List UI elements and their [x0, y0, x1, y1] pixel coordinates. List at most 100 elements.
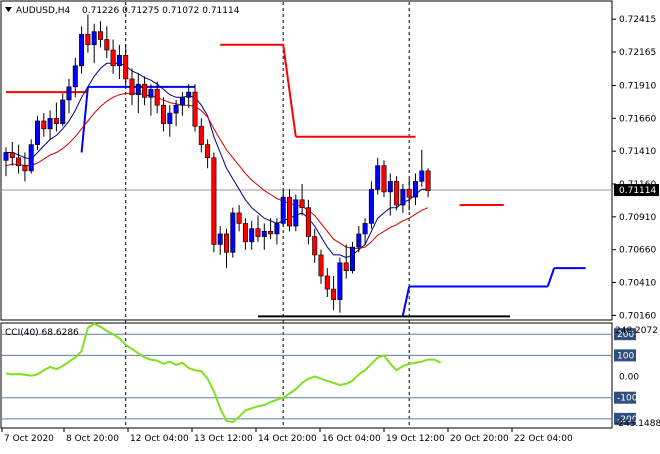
candle: [299, 184, 305, 216]
candle: [161, 97, 167, 132]
candle: [66, 78, 72, 114]
candle-body: [286, 196, 292, 227]
cci-level-badge: [614, 412, 636, 425]
candle: [255, 215, 261, 242]
candle-body: [98, 31, 104, 40]
candle: [280, 189, 286, 227]
candle: [142, 76, 148, 106]
candle-body: [60, 99, 66, 124]
candle: [318, 249, 324, 284]
candle: [22, 152, 28, 182]
candle: [312, 228, 318, 263]
candle-body: [394, 181, 400, 206]
candle: [286, 189, 292, 232]
candle-body: [167, 112, 173, 124]
stop-up-connector: [401, 286, 411, 316]
candle-body: [47, 118, 53, 130]
candle-body: [148, 89, 154, 98]
candle-body: [318, 254, 324, 277]
candle: [205, 139, 211, 169]
candle-body: [16, 157, 22, 166]
candle: [362, 218, 368, 245]
candle: [72, 57, 78, 98]
candle: [224, 228, 230, 269]
stop-up-connector: [546, 267, 556, 287]
candle: [16, 144, 22, 174]
candle-body: [268, 231, 274, 235]
candle-body: [142, 83, 148, 98]
candle: [268, 218, 274, 240]
candle: [387, 173, 393, 216]
triangle-down-icon: [5, 7, 12, 12]
candle-body: [412, 181, 418, 198]
candle: [211, 152, 217, 253]
cci-level-label: -200: [617, 415, 638, 425]
stop-down-connector: [282, 44, 297, 137]
price-tick-label: 0.72415: [619, 15, 656, 25]
candle: [230, 207, 236, 258]
candle: [337, 257, 343, 313]
candle-body: [305, 207, 311, 237]
candle-body: [274, 223, 280, 235]
candle-body: [255, 228, 261, 237]
candle-body: [3, 152, 9, 161]
candle-body: [66, 86, 72, 101]
candle-body: [72, 65, 78, 88]
moving-averages: [5, 62, 429, 259]
candle: [173, 99, 179, 127]
candle: [394, 176, 400, 211]
candle: [98, 21, 104, 48]
candles: [3, 14, 431, 313]
candle-body: [186, 91, 192, 98]
candle: [34, 115, 40, 150]
candle-body: [123, 54, 129, 80]
candle: [356, 226, 362, 253]
candle-body: [205, 144, 211, 159]
candle-body: [79, 33, 85, 67]
candle-body: [116, 54, 122, 67]
time-tick-label: 12 Oct 04:00: [130, 434, 189, 444]
cci-zero-label: 0.00: [619, 373, 639, 383]
candle: [349, 241, 355, 274]
candle: [368, 181, 374, 229]
cci-level-badge: [614, 391, 636, 404]
candle-body: [280, 196, 286, 224]
price-axis: 0.72415 0.72165 0.71910 0.71660 0.71410 0.711…: [2, 15, 659, 321]
candle: [236, 205, 242, 232]
candle-body: [85, 33, 91, 46]
candle-body: [368, 188, 374, 224]
candle-body: [211, 157, 217, 245]
candle-body: [356, 233, 362, 248]
candle-body: [28, 144, 34, 172]
candle: [412, 173, 418, 206]
time-tick-label: 22 Oct 04:00: [514, 434, 573, 444]
candle-body: [249, 228, 255, 243]
candle: [85, 14, 91, 53]
candle: [129, 68, 135, 106]
candle: [60, 93, 66, 127]
candle: [261, 223, 267, 250]
current-price-label: 0.71114: [619, 186, 656, 196]
cci-line: [5, 322, 442, 424]
candle: [9, 141, 15, 166]
time-tick-label: 14 Oct 20:00: [258, 434, 317, 444]
candle-body: [230, 212, 236, 253]
time-tick-label: 19 Oct 12:00: [386, 434, 445, 444]
candle: [293, 194, 299, 232]
cci-level-badge: [614, 328, 636, 341]
candle: [425, 168, 431, 198]
time-tick-label: 8 Oct 20:00: [66, 434, 119, 444]
candle-body: [179, 97, 185, 106]
stop-up-connector: [80, 86, 89, 153]
candle: [400, 184, 406, 213]
candle-body: [312, 236, 318, 256]
candle: [91, 23, 97, 64]
candle-body: [400, 188, 406, 206]
candle: [192, 84, 198, 132]
candle-body: [110, 49, 116, 67]
cci-max-label: 248.2072: [615, 326, 658, 336]
candle-body: [236, 212, 242, 224]
candle: [186, 84, 192, 108]
candle: [419, 149, 425, 187]
